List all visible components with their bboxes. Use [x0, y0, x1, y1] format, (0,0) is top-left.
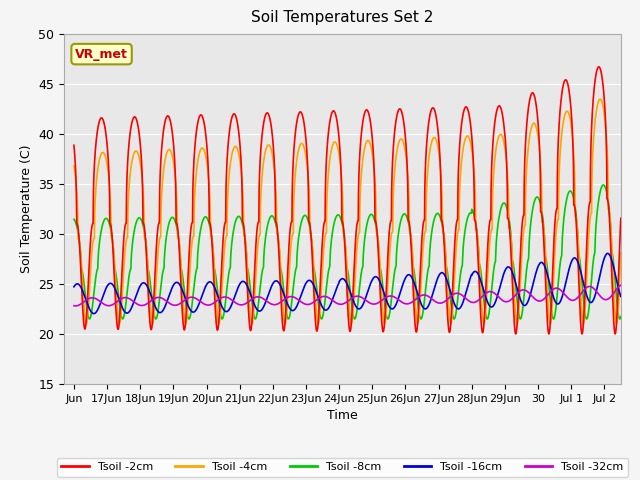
- Tsoil -2cm: [478, 328, 486, 334]
- Line: Tsoil -2cm: Tsoil -2cm: [74, 67, 621, 334]
- Tsoil -32cm: [72, 303, 79, 309]
- Tsoil -2cm: [426, 114, 433, 120]
- Tsoil -16cm: [70, 284, 78, 289]
- Tsoil -4cm: [520, 228, 527, 234]
- Tsoil -4cm: [70, 163, 78, 168]
- X-axis label: Time: Time: [327, 409, 358, 422]
- Tsoil -32cm: [398, 300, 406, 305]
- Tsoil -8cm: [617, 314, 625, 320]
- Tsoil -2cm: [512, 331, 520, 337]
- Tsoil -16cm: [604, 251, 611, 256]
- Tsoil -32cm: [520, 287, 527, 293]
- Tsoil -2cm: [70, 143, 78, 148]
- Tsoil -32cm: [70, 303, 78, 309]
- Tsoil -2cm: [279, 324, 287, 330]
- Text: VR_met: VR_met: [75, 48, 128, 60]
- Tsoil -16cm: [520, 302, 527, 308]
- Tsoil -16cm: [279, 289, 287, 295]
- Line: Tsoil -8cm: Tsoil -8cm: [74, 185, 621, 319]
- Tsoil -32cm: [478, 294, 486, 300]
- Tsoil -8cm: [426, 252, 433, 257]
- Tsoil -8cm: [279, 279, 287, 285]
- Tsoil -16cm: [90, 311, 98, 316]
- Tsoil -2cm: [398, 110, 406, 116]
- Tsoil -32cm: [279, 298, 287, 303]
- Tsoil -16cm: [617, 294, 625, 300]
- Tsoil -16cm: [398, 284, 406, 290]
- Y-axis label: Soil Temperature (C): Soil Temperature (C): [20, 144, 33, 273]
- Tsoil -16cm: [478, 282, 486, 288]
- Tsoil -4cm: [182, 321, 189, 327]
- Tsoil -4cm: [279, 305, 287, 311]
- Tsoil -4cm: [398, 137, 406, 143]
- Line: Tsoil -4cm: Tsoil -4cm: [74, 99, 621, 324]
- Tsoil -8cm: [520, 298, 527, 303]
- Legend: Tsoil -2cm, Tsoil -4cm, Tsoil -8cm, Tsoil -16cm, Tsoil -32cm: Tsoil -2cm, Tsoil -4cm, Tsoil -8cm, Tsoi…: [57, 457, 628, 477]
- Tsoil -4cm: [478, 308, 486, 313]
- Tsoil -8cm: [398, 214, 406, 220]
- Tsoil -32cm: [426, 294, 433, 300]
- Tsoil -4cm: [426, 149, 433, 155]
- Tsoil -2cm: [170, 139, 177, 144]
- Tsoil -4cm: [170, 158, 177, 164]
- Tsoil -32cm: [170, 302, 177, 308]
- Tsoil -4cm: [617, 250, 625, 256]
- Tsoil -2cm: [520, 212, 527, 218]
- Tsoil -16cm: [170, 282, 177, 288]
- Tsoil -2cm: [595, 64, 603, 70]
- Line: Tsoil -16cm: Tsoil -16cm: [74, 253, 621, 313]
- Tsoil -8cm: [478, 279, 486, 285]
- Tsoil -8cm: [70, 216, 78, 222]
- Title: Soil Temperatures Set 2: Soil Temperatures Set 2: [252, 11, 433, 25]
- Tsoil -32cm: [617, 282, 625, 288]
- Tsoil -16cm: [426, 300, 433, 306]
- Tsoil -2cm: [617, 216, 625, 221]
- Tsoil -8cm: [600, 182, 607, 188]
- Tsoil -8cm: [516, 316, 524, 322]
- Line: Tsoil -32cm: Tsoil -32cm: [74, 285, 621, 306]
- Tsoil -8cm: [170, 215, 177, 221]
- Tsoil -4cm: [596, 96, 604, 102]
